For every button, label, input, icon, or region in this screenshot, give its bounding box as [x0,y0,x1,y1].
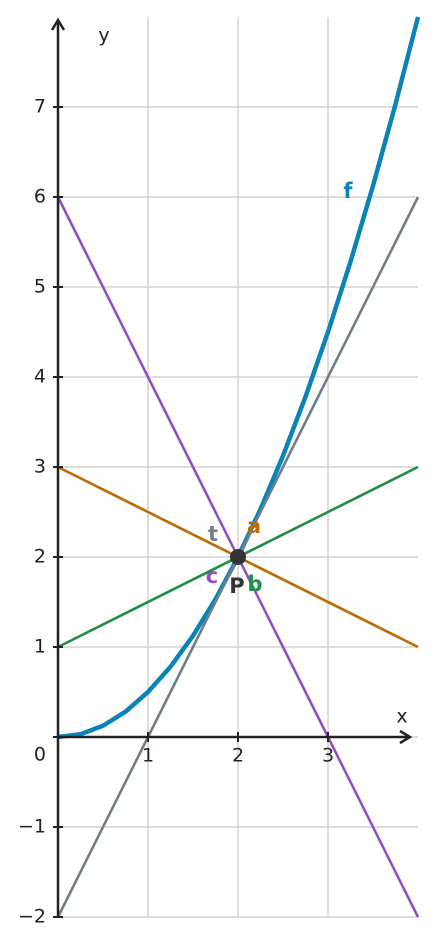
x-tick-label: 2 [232,745,244,767]
series-label: f [343,179,353,203]
y-arrow [50,17,66,31]
y-tick-label: −2 [18,906,46,928]
x-arrow [399,729,413,745]
y-tick-label: 7 [34,96,46,118]
x-axis-label: x [396,706,407,728]
grid [58,17,418,918]
y-tick-label: 3 [34,456,46,478]
y-tick-label: 4 [34,366,46,388]
y-tick-label: 6 [34,186,46,208]
series-label: t [208,522,218,546]
y-tick-label: 2 [34,546,46,568]
y-tick-label: 1 [34,636,46,658]
x-tick-label: 3 [322,745,334,767]
point-label: P [229,574,244,598]
series-label: b [247,572,262,596]
series-label: c [206,564,218,588]
series-label: a [247,514,261,538]
y-tick-label: 5 [34,276,46,298]
y-tick-label: 0 [34,744,46,766]
y-axis-label: y [98,25,109,47]
point [230,549,246,565]
x-tick-label: 1 [142,745,154,767]
y-tick-label: −1 [18,816,46,838]
